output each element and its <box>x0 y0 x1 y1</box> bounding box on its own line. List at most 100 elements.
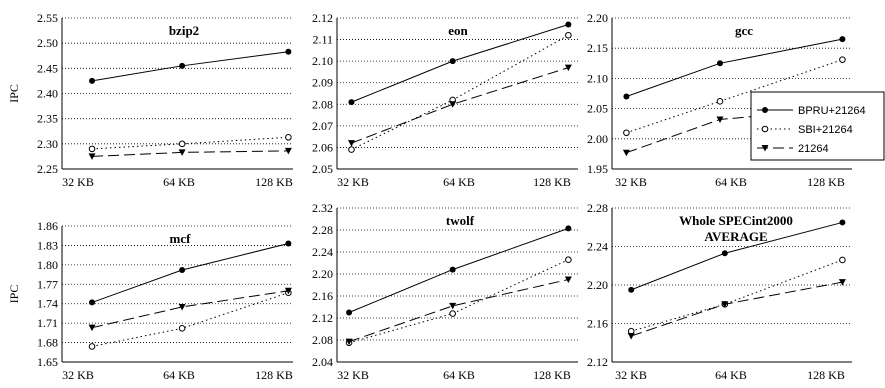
data-point <box>628 286 635 293</box>
data-point <box>285 48 292 55</box>
data-point <box>178 140 186 148</box>
data-point <box>839 36 846 43</box>
y-tick-label: 2.50 <box>37 36 58 50</box>
data-point <box>284 287 292 295</box>
y-tick-label: 2.12 <box>312 311 333 325</box>
data-point <box>449 58 456 65</box>
data-point <box>565 31 572 39</box>
chart-panel: 2.12 2.16 2.20 2.24 2.28 32 KB 64 KB 128 KB Whol… <box>587 201 852 382</box>
y-tick-label: 2.28 <box>587 201 608 215</box>
y-tick-label: 1.80 <box>37 258 58 272</box>
data-point <box>88 324 96 332</box>
x-tick-label: 64 KB <box>443 175 475 189</box>
y-tick-label: 2.24 <box>587 240 608 254</box>
x-tick-label: 64 KB <box>715 175 747 189</box>
data-point <box>285 240 292 247</box>
x-tick-label: 128 KB <box>807 175 845 189</box>
x-tick-label: 128 KB <box>255 368 293 382</box>
data-point <box>564 276 572 283</box>
x-tick-label: 128 KB <box>807 368 845 382</box>
data-point <box>347 140 355 147</box>
y-tick-label: 2.35 <box>37 112 58 126</box>
y-tick-label: 2.10 <box>312 54 333 68</box>
data-point <box>449 302 457 310</box>
data-point <box>449 101 457 108</box>
y-axis-label: IPC <box>7 84 21 103</box>
chart-title: bzip2 <box>169 23 199 38</box>
x-tick-label: 32 KB <box>62 175 94 189</box>
series-line <box>91 292 289 347</box>
data-point <box>565 21 572 28</box>
y-tick-label: 2.07 <box>312 119 333 133</box>
y-tick-label: 1.86 <box>37 219 58 233</box>
y-tick-label: 2.16 <box>312 289 333 303</box>
chart-panel: 2.05 2.06 2.07 2.08 2.09 2.10 2.11 2.12 32 KB 64 … <box>312 11 578 189</box>
series-line <box>91 290 289 329</box>
data-point <box>717 60 723 67</box>
chart-title: twolf <box>446 213 475 228</box>
data-point <box>88 145 96 153</box>
data-point <box>622 149 630 157</box>
series-line <box>626 38 843 97</box>
chart-title: Whole SPECint2000 AVERAGE <box>679 213 793 244</box>
y-tick-label: 1.83 <box>37 238 58 252</box>
data-point <box>88 343 96 350</box>
y-tick-label: 2.12 <box>587 355 608 369</box>
series-line <box>351 67 569 144</box>
charts-group: 2.25 2.30 2.35 2.40 2.45 2.50 2.55 32 KB 64 KB 12… <box>7 11 852 382</box>
y-tick-label: 2.25 <box>37 162 58 176</box>
y-tick-label: 2.06 <box>312 140 333 154</box>
y-tick-label: 1.68 <box>37 336 58 350</box>
y-tick-label: 2.28 <box>312 223 333 237</box>
y-tick-label: 2.08 <box>312 97 333 111</box>
data-point <box>345 338 353 346</box>
legend-box <box>750 91 885 161</box>
data-point <box>565 256 572 264</box>
data-point <box>89 299 96 306</box>
data-point <box>285 133 292 141</box>
y-tick-label: 2.04 <box>312 355 333 369</box>
chart-title: gcc <box>735 23 753 38</box>
data-point <box>565 225 572 232</box>
data-point <box>716 98 724 105</box>
data-point <box>178 303 186 311</box>
y-tick-label: 1.74 <box>37 297 58 311</box>
y-tick-label: 2.10 <box>587 71 608 85</box>
series-line <box>351 34 569 151</box>
x-tick-label: 64 KB <box>163 175 195 189</box>
data-point <box>178 149 186 156</box>
legend-marker <box>762 107 768 113</box>
legend-label: 21264 <box>798 143 829 155</box>
y-tick-label: 2.55 <box>37 11 58 25</box>
data-point <box>284 147 292 155</box>
y-tick-label: 2.15 <box>587 41 608 55</box>
data-point <box>721 250 728 257</box>
x-tick-label: 64 KB <box>443 368 475 382</box>
y-tick-label: 1.77 <box>37 277 58 291</box>
x-tick-label: 128 KB <box>533 175 571 189</box>
x-tick-label: 128 KB <box>533 368 571 382</box>
y-tick-label: 2.20 <box>587 11 608 25</box>
series-line <box>348 227 569 313</box>
y-tick-label: 2.11 <box>312 33 333 47</box>
x-tick-label: 32 KB <box>62 368 94 382</box>
chart-title: eon <box>448 23 468 38</box>
y-tick-label: 2.30 <box>37 137 58 151</box>
data-point <box>88 153 96 160</box>
data-point <box>449 310 456 317</box>
data-point <box>346 309 353 316</box>
y-axis-label: IPC <box>7 285 21 304</box>
y-tick-label: 2.20 <box>312 267 333 281</box>
x-tick-label: 32 KB <box>615 175 647 189</box>
legend-label: SBI+21264 <box>798 124 853 136</box>
data-point <box>348 99 355 106</box>
data-point <box>838 279 846 286</box>
x-tick-label: 32 KB <box>615 368 647 382</box>
chart-panel: 1.65 1.68 1.71 1.74 1.77 1.80 1.83 1.86 32 KB 64 … <box>7 219 293 382</box>
y-tick-label: 2.45 <box>37 61 58 75</box>
y-tick-label: 1.95 <box>587 162 608 176</box>
y-tick-label: 2.20 <box>587 278 608 292</box>
chart-panel: 2.04 2.08 2.12 2.16 2.20 2.24 2.28 2.32 32 KB 64 … <box>312 201 578 382</box>
y-tick-label: 2.09 <box>312 76 333 90</box>
